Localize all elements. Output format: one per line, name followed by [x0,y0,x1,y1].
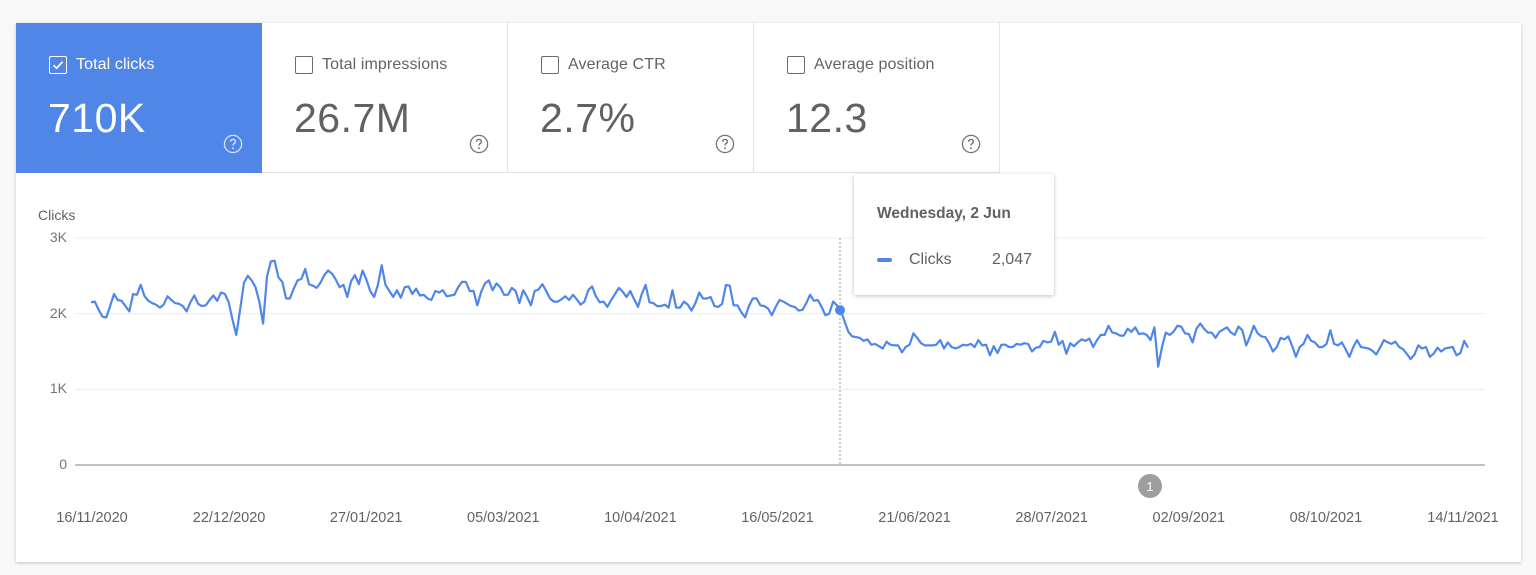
x-tick-label: 05/03/2021 [467,510,540,526]
x-tick-label: 08/10/2021 [1289,510,1363,526]
x-tick-label: 21/06/2021 [878,510,951,526]
tile-average-ctr[interactable]: Average CTR 2.7% [508,23,754,173]
tile-total-impressions[interactable]: Total impressions 26.7M [262,23,508,173]
checkbox-average-position[interactable] [787,56,805,74]
y-tick-label: 2K [49,304,67,321]
tile-average-position[interactable]: Average position 12.3 [754,23,1000,173]
tile-label: Total impressions [322,56,448,73]
tile-label: Total clicks [76,56,155,73]
x-tick-label: 27/01/2021 [329,510,403,526]
y-axis-title: Clicks [38,207,76,223]
checkbox-average-ctr[interactable] [541,56,559,74]
annotation-marker[interactable]: 1 [1138,474,1162,498]
y-tick-label: 0 [59,456,67,472]
tile-total-clicks[interactable]: Total clicks 710K [16,23,262,173]
series-swatch-icon [877,258,892,262]
help-icon[interactable] [469,134,489,154]
x-tick-label: 16/05/2021 [741,510,814,526]
help-icon[interactable] [961,134,981,154]
tile-label: Average CTR [568,56,666,73]
tooltip-series-label: Clicks [909,251,952,268]
x-tick-label: 14/11/2021 [1427,510,1499,526]
x-tick-label: 10/04/2021 [604,510,677,526]
checkbox-total-clicks[interactable] [49,56,67,74]
x-tick-label: 28/07/2021 [1015,510,1088,526]
clicks-series-line [90,259,1469,368]
x-tick-label: 22/12/2020 [192,510,266,526]
y-tick-label: 1K [49,380,67,397]
tooltip-value: 2,047 [991,251,1032,268]
x-tick-label: 02/09/2021 [1152,510,1226,526]
y-tick-label: 3K [49,229,67,245]
performance-card: Total clicks 710K Total impressions 26.7… [16,23,1521,562]
metric-tiles: Total clicks 710K Total impressions 26.7… [16,23,1000,173]
tile-label: Average position [814,56,935,73]
tooltip-date: Wednesday, 2 Jun [877,205,1011,222]
check-icon [52,61,64,70]
x-tick-label: 16/11/2020 [56,510,128,526]
annotation-label: 1 [1146,478,1154,494]
chart-tooltip: Wednesday, 2 Jun Clicks 2,047 [854,174,1054,295]
help-icon[interactable] [715,134,735,154]
tile-value: 12.3 [786,95,868,141]
tile-value: 710K [48,95,146,141]
clicks-line-chart[interactable] [16,23,1521,562]
tooltip-row: Clicks 2,047 [877,251,1032,269]
tile-value: 2.7% [540,95,636,141]
help-icon[interactable] [223,134,243,154]
tile-value: 26.7M [294,95,411,141]
hover-point-marker [835,305,845,316]
checkbox-total-impressions[interactable] [295,56,313,74]
